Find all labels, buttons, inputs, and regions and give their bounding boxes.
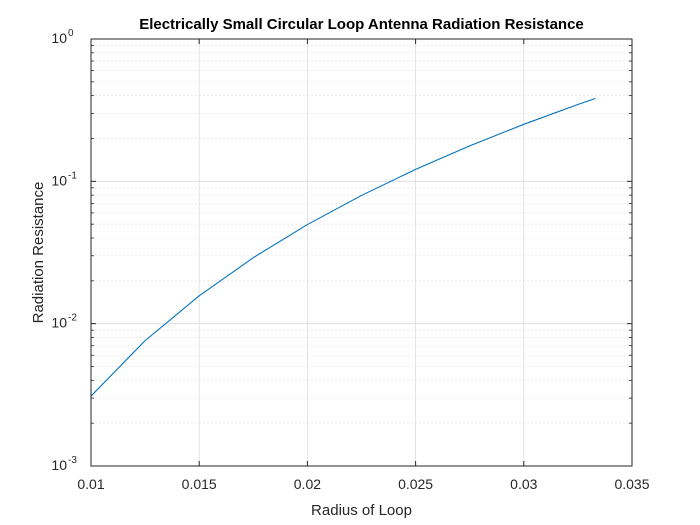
x-tick-label: 0.035 <box>614 476 649 492</box>
series-line <box>90 97 596 397</box>
series-layer <box>90 97 596 397</box>
plot-area <box>91 39 632 466</box>
axes-box <box>90 38 633 467</box>
ticks <box>90 38 633 467</box>
y-tick-exponent: -3 <box>68 455 77 466</box>
y-tick-label: 10 <box>51 30 67 46</box>
y-axis-label: Radiation Resistance <box>30 182 47 324</box>
y-tick-exponent: 0 <box>68 28 74 39</box>
x-tick-label: 0.03 <box>510 476 537 492</box>
x-tick-label: 0.025 <box>398 476 433 492</box>
x-tick-label: 0.01 <box>77 476 104 492</box>
y-tick-exponent: -1 <box>68 170 77 181</box>
y-tick-label: 10 <box>51 172 67 188</box>
x-tick-label: 0.02 <box>294 476 321 492</box>
x-axis-label: Radius of Loop <box>311 502 412 519</box>
x-tick-labels: 0.01 0.015 0.02 0.025 0.03 0.035 <box>77 476 649 492</box>
y-tick-label: 10 <box>51 315 67 331</box>
y-tick-exponent: -2 <box>68 313 77 324</box>
chart-title: Electrically Small Circular Loop Antenna… <box>139 16 584 33</box>
y-tick-label: 10 <box>51 457 67 473</box>
x-tick-label: 0.015 <box>182 476 217 492</box>
